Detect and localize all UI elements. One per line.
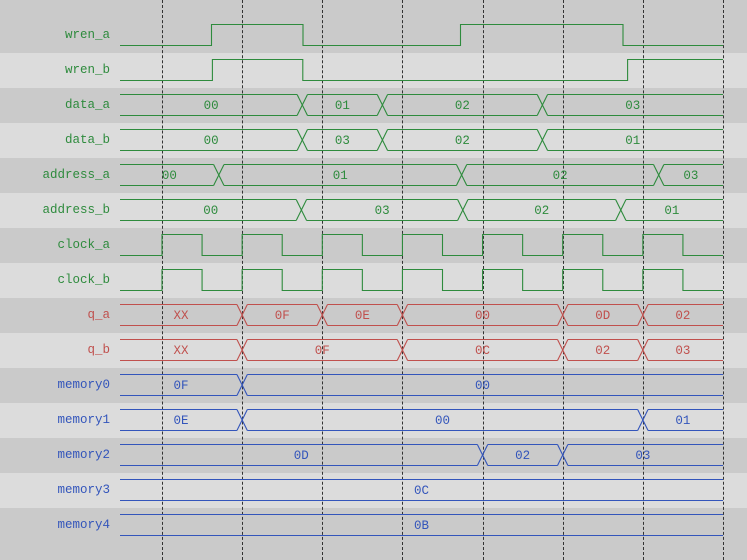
svg-text:00: 00 xyxy=(203,204,218,218)
svg-text:00: 00 xyxy=(204,134,219,148)
svg-text:0F: 0F xyxy=(174,379,189,393)
svg-text:0D: 0D xyxy=(294,449,309,463)
svg-text:0E: 0E xyxy=(355,309,370,323)
svg-text:02: 02 xyxy=(553,169,568,183)
svg-text:03: 03 xyxy=(675,344,690,358)
svg-text:00: 00 xyxy=(475,379,490,393)
svg-text:0F: 0F xyxy=(315,344,330,358)
svg-text:02: 02 xyxy=(455,134,470,148)
svg-text:03: 03 xyxy=(635,449,650,463)
svg-text:02: 02 xyxy=(595,344,610,358)
svg-text:01: 01 xyxy=(664,204,679,218)
svg-text:00: 00 xyxy=(162,169,177,183)
svg-text:03: 03 xyxy=(335,134,350,148)
svg-text:02: 02 xyxy=(534,204,549,218)
svg-text:00: 00 xyxy=(204,99,219,113)
svg-text:01: 01 xyxy=(625,134,640,148)
svg-text:0B: 0B xyxy=(414,519,430,533)
svg-text:03: 03 xyxy=(375,204,390,218)
svg-text:XX: XX xyxy=(174,309,190,323)
svg-text:0C: 0C xyxy=(475,344,490,358)
svg-text:03: 03 xyxy=(625,99,640,113)
svg-text:03: 03 xyxy=(683,169,698,183)
svg-text:01: 01 xyxy=(335,99,350,113)
svg-text:0E: 0E xyxy=(174,414,189,428)
svg-text:00: 00 xyxy=(475,309,490,323)
svg-text:02: 02 xyxy=(675,309,690,323)
svg-text:02: 02 xyxy=(455,99,470,113)
svg-text:02: 02 xyxy=(515,449,530,463)
svg-text:XX: XX xyxy=(174,344,190,358)
svg-text:00: 00 xyxy=(435,414,450,428)
svg-text:0C: 0C xyxy=(414,484,429,498)
svg-text:0D: 0D xyxy=(595,309,610,323)
svg-text:01: 01 xyxy=(675,414,690,428)
svg-text:01: 01 xyxy=(333,169,348,183)
svg-text:0F: 0F xyxy=(275,309,290,323)
